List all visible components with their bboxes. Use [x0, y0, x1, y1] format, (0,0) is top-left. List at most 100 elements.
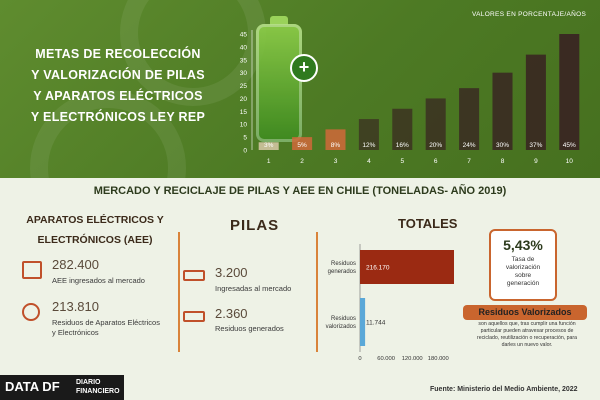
valorized-waste-description: son aquellos que, tras cumplir una funci… — [463, 321, 591, 349]
bar-data-label: 37% — [529, 142, 542, 149]
aee-waste-label: Residuos de Aparatos Eléctricos y Electr… — [52, 318, 160, 338]
y-tick-label: 40 — [240, 44, 248, 51]
totals-category-label: Residuos — [331, 261, 356, 267]
aee-waste-label-line: y Electrónicos — [52, 328, 99, 337]
bar-data-label: 3% — [264, 142, 274, 149]
x-tick-label: 6 — [434, 158, 438, 165]
chart-values-title: VALORES EN PORCENTAJE/AÑOS — [472, 11, 587, 18]
y-tick-label: 25 — [240, 83, 248, 90]
valorization-rate-value: 5,43% — [503, 237, 543, 253]
bar-data-label: 5% — [297, 142, 307, 149]
bar-data-label: 45% — [563, 142, 576, 149]
totals-category-label: generados — [328, 269, 356, 275]
goal-bar — [325, 129, 346, 150]
totals-bar — [360, 250, 454, 284]
totales-heading: TOTALES — [398, 216, 458, 231]
x-tick-label: 10 — [566, 158, 574, 165]
pilas-waste-label: Residuos generados — [215, 324, 284, 333]
totals-bar-label: 216.170 — [366, 265, 390, 272]
x-tick-label: 5 — [400, 158, 404, 165]
x-tick-label: 2 — [300, 158, 304, 165]
tv-icon — [22, 261, 42, 279]
rate-label-line: sobre — [514, 272, 532, 279]
battery-small-icon — [183, 311, 205, 322]
y-tick-label: 30 — [240, 70, 248, 77]
aee-heading-line: APARATOS ELÉCTRICOS Y — [26, 214, 164, 226]
goal-bar — [559, 34, 580, 150]
pilas-market-value: 3.200 — [215, 265, 248, 280]
logo-left-text: DATA DF — [5, 379, 60, 394]
goal-bar — [392, 108, 413, 150]
x-tick-label: 60.000 — [377, 356, 395, 362]
logo-right-line: FINANCIERO — [76, 388, 120, 395]
rv-desc-line: son aquellos que, tras cumplir una funci… — [478, 321, 576, 327]
x-tick-label: 180.000 — [428, 356, 449, 362]
aee-market-label: AEE ingresados al mercado — [52, 276, 145, 285]
rv-desc-line: particular pueden atravesar procesos de — [480, 328, 574, 334]
section-title: MERCADO Y RECICLAJE DE PILAS Y AEE EN CH… — [93, 185, 507, 197]
rate-label-line: Tasa de — [511, 256, 535, 263]
circuit-icon — [22, 303, 40, 321]
rate-label-line: valorización — [505, 264, 541, 271]
y-tick-label: 15 — [240, 109, 248, 116]
pilas-heading: PILAS — [230, 217, 280, 234]
aee-waste-label-line: Residuos de Aparatos Eléctricos — [52, 318, 160, 327]
x-tick-label: 9 — [534, 158, 538, 165]
x-tick-label: 7 — [467, 158, 471, 165]
y-tick-label: 0 — [243, 148, 247, 155]
x-tick-label: 0 — [358, 356, 361, 362]
x-tick-label: 4 — [367, 158, 371, 165]
goal-bar — [425, 98, 446, 150]
column-divider — [178, 232, 180, 352]
goal-bar — [459, 88, 480, 150]
totals-category-label: Residuos — [331, 316, 356, 322]
battery-cap-icon — [270, 16, 288, 25]
rv-desc-line: reciclado, reutilización o recuperación,… — [476, 335, 578, 341]
aee-heading-line: ELECTRÓNICOS (AEE) — [37, 234, 153, 246]
plus-icon: + — [290, 54, 318, 82]
header-title-line: METAS DE RECOLECCIÓN — [35, 47, 201, 61]
totals-bar — [360, 298, 366, 346]
pilas-market-label: Ingresadas al mercado — [215, 284, 292, 293]
header-title-line: Y APARATOS ELÉCTRICOS — [33, 89, 203, 103]
x-tick-label: 8 — [501, 158, 505, 165]
x-tick-label: 3 — [334, 158, 338, 165]
logo-right-line: DIARIO — [76, 379, 101, 386]
column-divider — [316, 232, 318, 352]
goals-bar-chart: 0 5 10 15 20 25 30 35 40 45 3% 1 5% 2 8% 3 12% 4 16% 5 20% 6 2… — [240, 30, 580, 165]
goal-bar — [358, 119, 379, 150]
header-title: METAS DE RECOLECCIÓN Y VALORIZACIÓN DE P… — [18, 44, 218, 128]
pilas-waste-value: 2.360 — [215, 306, 248, 321]
y-tick-label: 10 — [240, 122, 248, 129]
y-tick-label: 20 — [240, 96, 248, 103]
y-tick-label: 5 — [243, 135, 247, 142]
bar-data-label: 16% — [396, 142, 409, 149]
y-tick-label: 45 — [240, 32, 248, 39]
valorized-waste-title: Residuos Valorizados — [463, 305, 587, 320]
goal-bar — [525, 54, 546, 150]
totals-category-label: valorizados — [326, 324, 356, 330]
valorization-rate-card: 5,43% Tasa de valorización sobre generac… — [489, 229, 557, 301]
bar-data-label: 20% — [429, 142, 442, 149]
valorization-rate-label: Tasa de valorización sobre generación — [491, 256, 555, 288]
logo-right-text: DIARIO FINANCIERO — [76, 378, 120, 396]
goal-bar — [492, 72, 513, 150]
datadf-logo: DATA DF DIARIO FINANCIERO — [0, 375, 124, 400]
bar-data-label: 8% — [331, 142, 341, 149]
x-tick-label: 1 — [267, 158, 271, 165]
header-title-line: Y ELECTRÓNICOS LEY REP — [30, 110, 206, 124]
bar-data-label: 12% — [362, 142, 375, 149]
goal-bar — [292, 137, 313, 150]
aee-market-value: 282.400 — [52, 257, 99, 272]
x-tick-label: 120.000 — [402, 356, 423, 362]
rate-label-line: generación — [506, 280, 540, 287]
header-title-line: Y VALORIZACIÓN DE PILAS — [31, 68, 205, 82]
battery-small-icon — [183, 270, 205, 281]
rv-desc-line: darles un nuevo valor. — [501, 342, 553, 348]
aee-waste-value: 213.810 — [52, 299, 99, 314]
totals-bar-label: 11.744 — [366, 320, 386, 327]
aee-heading: APARATOS ELÉCTRICOS Y ELECTRÓNICOS (AEE) — [14, 210, 176, 250]
source-note: Fuente: Ministerio del Medio Ambiente, 2… — [430, 386, 578, 393]
battery-icon — [256, 24, 302, 142]
